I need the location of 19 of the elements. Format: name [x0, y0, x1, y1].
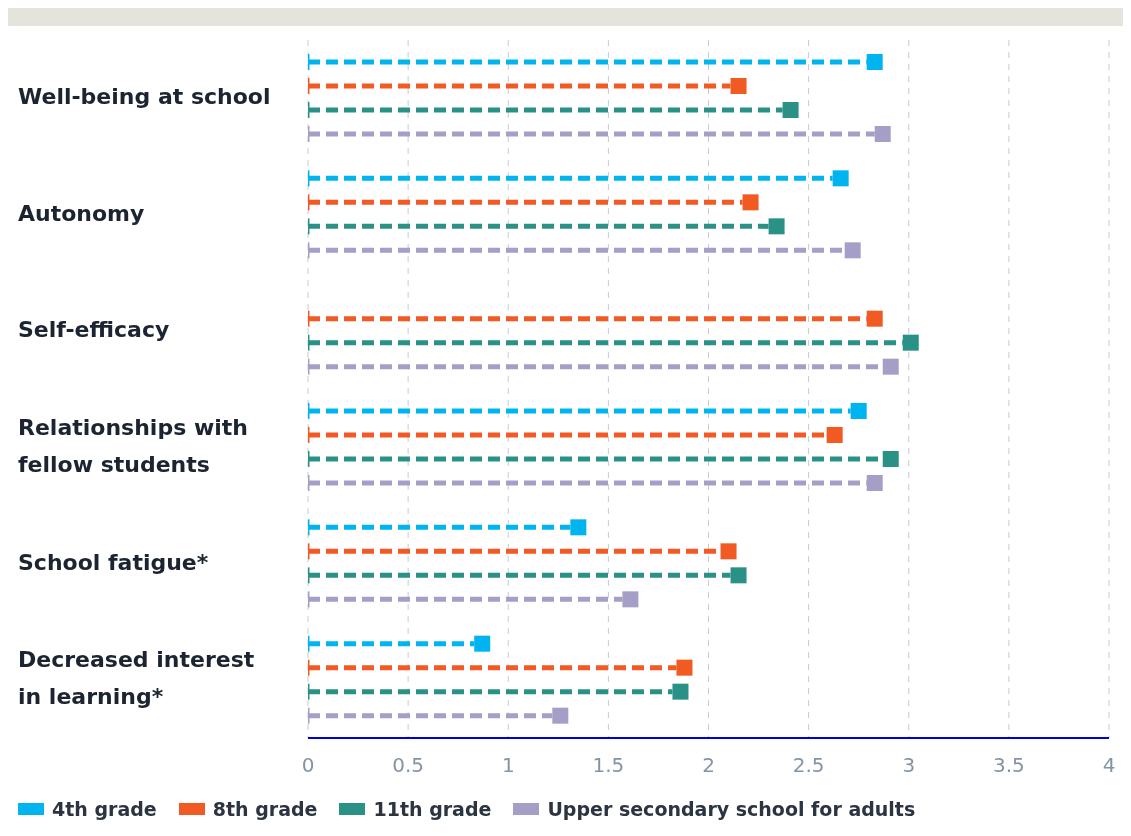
x-tick-label: 3.5: [992, 753, 1025, 778]
x-tick-label: 1.5: [592, 753, 625, 778]
x-tick-label: 0.5: [392, 753, 425, 778]
legend-label: 4th grade: [51, 798, 157, 820]
legend-label: Upper secondary school for adults: [546, 798, 916, 820]
y-tick-label: School fatigue*: [18, 549, 209, 575]
y-tick-label: Relationships with fellow students: [18, 414, 248, 477]
x-tick-label: 0: [301, 753, 315, 778]
x-tick-label: 1: [501, 753, 515, 778]
legend-label: 11th grade: [372, 798, 492, 820]
y-tick-label: Decreased interest in learning*: [18, 647, 255, 710]
y-tick-label: Well-being at school: [18, 84, 271, 110]
x-tick-label: 2: [702, 753, 715, 778]
x-tick-label: 3: [902, 753, 916, 778]
y-tick-label: Self-efficacy: [18, 316, 170, 342]
legend-label: 8th grade: [211, 798, 318, 820]
x-tick-label: 2.5: [792, 753, 825, 778]
y-tick-label: Autonomy: [18, 200, 145, 226]
x-tick-label: 4: [1102, 753, 1116, 778]
